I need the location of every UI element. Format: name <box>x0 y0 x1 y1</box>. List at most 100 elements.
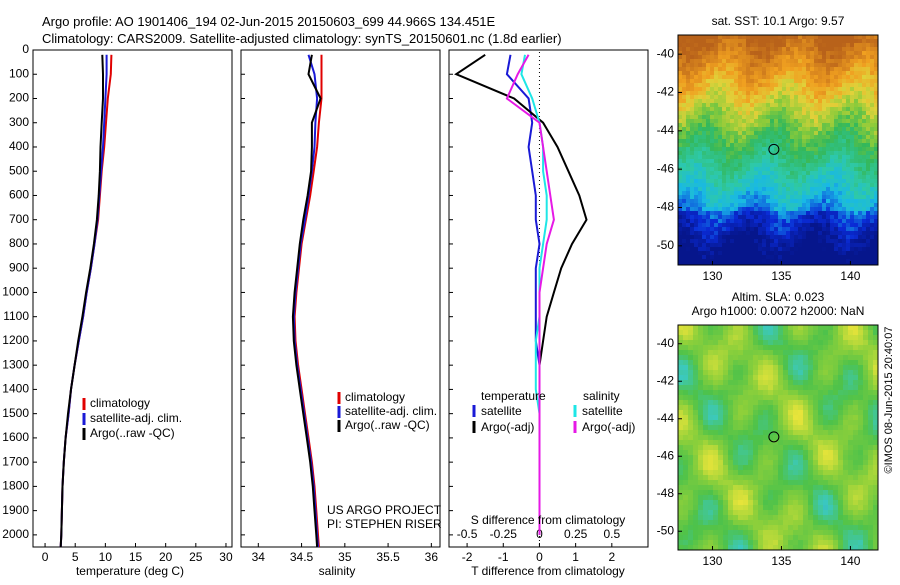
map-cell <box>866 219 870 223</box>
map-cell <box>846 203 850 207</box>
map-cell <box>786 135 790 139</box>
map-cell <box>790 131 794 135</box>
map-cell <box>710 143 714 147</box>
map-cell <box>808 415 813 420</box>
map-cell <box>818 43 822 47</box>
map-cell <box>834 199 838 203</box>
map-cell <box>743 360 748 365</box>
map-cell <box>770 147 774 151</box>
map-cell <box>730 155 734 159</box>
map-cell <box>733 335 738 340</box>
map-cell <box>730 39 734 43</box>
map-cell <box>826 223 830 227</box>
map-cell <box>822 59 826 63</box>
map-cell <box>798 465 803 470</box>
map-cell <box>746 71 750 75</box>
map-cell <box>706 227 710 231</box>
map-cell <box>838 63 842 67</box>
map-cell <box>842 191 846 195</box>
map-cell <box>750 191 754 195</box>
map-cell <box>866 191 870 195</box>
map-cell <box>822 231 826 235</box>
map-cell <box>863 365 868 370</box>
map-cell <box>774 95 778 99</box>
map-cell <box>688 435 693 440</box>
map-cell <box>798 79 802 83</box>
map-cell <box>818 251 822 255</box>
map-cell <box>786 71 790 75</box>
map-cell <box>794 163 798 167</box>
map-cell <box>794 151 798 155</box>
map-cell <box>838 365 843 370</box>
map-cell <box>750 263 754 265</box>
map-cell <box>703 395 708 400</box>
map-cell <box>766 67 770 71</box>
map-cell <box>830 99 834 103</box>
map-cell <box>693 375 698 380</box>
map-cell <box>786 143 790 147</box>
map-cell <box>723 365 728 370</box>
map-cell <box>708 535 713 540</box>
map-cell <box>862 167 866 171</box>
map-cell <box>834 59 838 63</box>
map-cell <box>722 51 726 55</box>
map-cell <box>834 235 838 239</box>
map-cell <box>754 107 758 111</box>
map-cell <box>678 340 683 345</box>
map-cell <box>682 83 686 87</box>
map-cell <box>853 480 858 485</box>
map-cell <box>830 243 834 247</box>
map-cell <box>846 107 850 111</box>
map-cell <box>722 107 726 111</box>
map-cell <box>738 143 742 147</box>
map-cell <box>818 335 823 340</box>
map-cell <box>758 505 763 510</box>
map-cell <box>788 405 793 410</box>
map-cell <box>788 530 793 535</box>
map-cell <box>850 51 854 55</box>
map-cell <box>743 425 748 430</box>
map-cell <box>742 199 746 203</box>
map-cell <box>782 39 786 43</box>
map-cell <box>818 87 822 91</box>
map-cell <box>842 263 846 265</box>
map-cell <box>750 175 754 179</box>
map-cell <box>774 111 778 115</box>
map-cell <box>798 95 802 99</box>
map-cell <box>758 187 762 191</box>
map-cell <box>873 365 878 370</box>
map-cell <box>728 445 733 450</box>
map-cell <box>793 410 798 415</box>
map-cell <box>682 243 686 247</box>
map-cell <box>788 345 793 350</box>
map-cell <box>710 191 714 195</box>
map-cell <box>690 75 694 79</box>
map-cell <box>773 505 778 510</box>
map-cell <box>818 159 822 163</box>
map-cell <box>766 123 770 127</box>
map-cell <box>730 191 734 195</box>
map-cell <box>698 540 703 545</box>
map-cell <box>790 99 794 103</box>
map-cell <box>742 191 746 195</box>
map-cell <box>714 263 718 265</box>
map-cell <box>810 227 814 231</box>
map-cell <box>846 259 850 263</box>
map-cell <box>733 510 738 515</box>
map-cell <box>790 151 794 155</box>
map-cell <box>822 227 826 231</box>
map-cell <box>690 123 694 127</box>
map-cell <box>743 465 748 470</box>
map-cell <box>802 87 806 91</box>
map-cell <box>782 91 786 95</box>
map-cell <box>683 480 688 485</box>
map-cell <box>738 340 743 345</box>
map-cell <box>803 405 808 410</box>
map-cell <box>783 340 788 345</box>
map-cell <box>803 470 808 475</box>
argo-float-marker <box>768 431 780 443</box>
map-cell <box>843 465 848 470</box>
map-cell <box>846 167 850 171</box>
map-cell <box>743 440 748 445</box>
map-cell <box>803 335 808 340</box>
